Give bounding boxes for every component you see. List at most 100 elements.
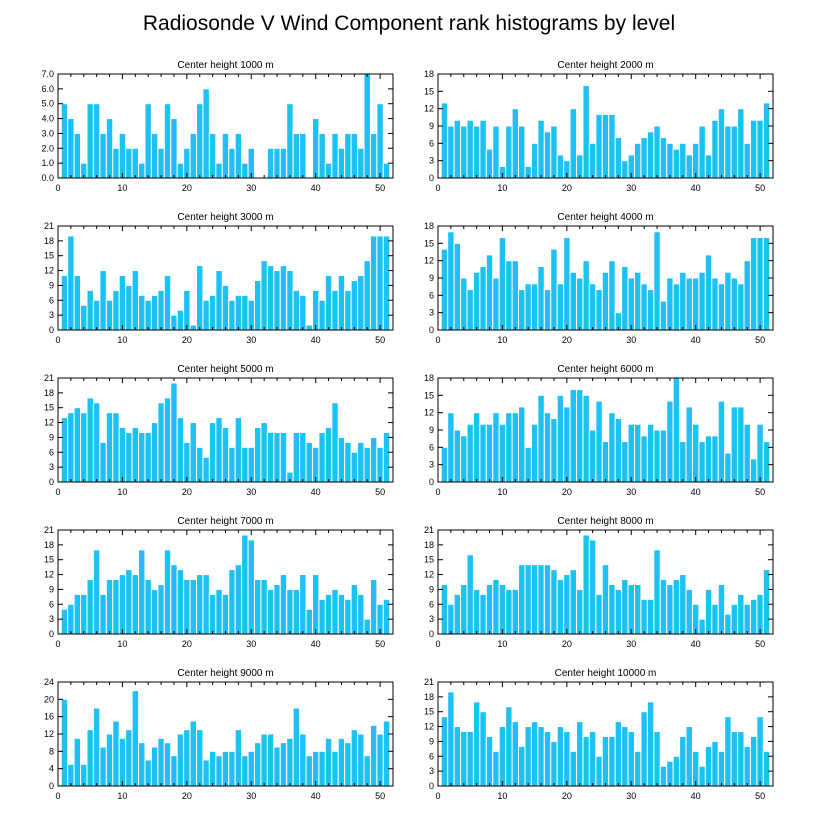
histogram-bar	[569, 389, 578, 483]
histogram-bar	[511, 412, 520, 483]
histogram-bar	[743, 260, 751, 331]
histogram-bar	[305, 608, 313, 635]
histogram-bar	[138, 294, 146, 331]
x-tick-label: 40	[691, 487, 701, 497]
histogram-bar	[112, 412, 120, 483]
histogram-bar	[550, 569, 558, 635]
histogram-bar	[266, 147, 275, 179]
y-tick-label: 9	[429, 736, 434, 746]
histogram-bar	[498, 423, 507, 483]
y-tick-label: 6	[429, 599, 434, 609]
histogram-bar	[472, 125, 481, 179]
histogram-bar	[582, 260, 590, 331]
panel-6: Center height 6000 m 0 10 20 30 40 50 0 3 6 9 12 15 1…	[424, 364, 774, 497]
x-tick-label: 10	[497, 791, 507, 801]
histogram-bar	[447, 125, 455, 179]
y-tick-label: 21	[44, 221, 54, 231]
histogram-bar	[595, 113, 603, 179]
x-tick-label: 0	[55, 791, 60, 801]
histogram-bar	[183, 729, 191, 787]
histogram-bar	[215, 588, 223, 635]
y-tick-label: 0	[49, 477, 54, 487]
histogram-bar	[679, 271, 687, 331]
histogram-bar	[170, 382, 178, 483]
histogram-bar	[125, 147, 133, 179]
histogram-bar	[595, 593, 603, 635]
histogram-bar	[460, 277, 468, 331]
x-tick-label: 40	[311, 487, 321, 497]
histogram-bar	[189, 579, 198, 635]
histogram-bar	[537, 726, 545, 787]
y-tick-label: 9	[49, 280, 54, 290]
histogram-bar	[144, 759, 152, 787]
histogram-bar	[86, 579, 94, 635]
x-tick-label: 10	[497, 487, 507, 497]
histogram-bar	[144, 103, 152, 179]
histogram-bar	[621, 265, 629, 331]
histogram-bar	[196, 446, 204, 483]
histogram-bar	[260, 422, 268, 483]
histogram-bar	[376, 446, 384, 483]
histogram-bar	[569, 108, 578, 179]
histogram-bar	[215, 417, 223, 483]
histogram-bar	[202, 574, 210, 635]
y-tick-label: 18	[424, 692, 434, 702]
histogram-bar	[221, 132, 230, 179]
histogram-bar	[363, 73, 371, 179]
histogram-bar	[344, 132, 352, 179]
panel-title: Center height 2000 m	[557, 60, 653, 71]
histogram-bar	[646, 598, 655, 635]
histogram-bar	[679, 142, 687, 179]
histogram-bar	[331, 402, 339, 483]
histogram-bar	[253, 742, 262, 787]
histogram-bar	[453, 593, 462, 635]
panel-title: Center height 4000 m	[557, 212, 653, 223]
x-tick-label: 30	[626, 335, 636, 345]
x-tick-label: 0	[435, 791, 440, 801]
histogram-bar	[170, 118, 178, 179]
y-tick-label: 12	[424, 408, 434, 418]
histogram-bar	[92, 402, 101, 483]
y-tick-label: 18	[44, 236, 54, 246]
histogram-bar	[299, 294, 307, 331]
histogram-bar	[492, 750, 500, 787]
histogram-bar	[150, 294, 159, 331]
histogram-bar	[260, 260, 268, 331]
y-tick-label: 3	[49, 462, 54, 472]
histogram-bar	[260, 579, 268, 635]
histogram-bar	[299, 431, 307, 483]
panel-title: Center height 6000 m	[557, 364, 653, 375]
histogram-bar	[717, 400, 726, 483]
histogram-bar	[492, 277, 500, 331]
histogram-bar	[472, 701, 481, 787]
histogram-bar	[672, 283, 681, 331]
histogram-bar	[157, 402, 165, 483]
histogram-bar	[479, 423, 487, 483]
histogram-bar	[344, 289, 352, 331]
x-tick-label: 50	[755, 335, 765, 345]
y-tick-label: 21	[44, 525, 54, 535]
histogram-bar	[92, 103, 101, 179]
histogram-bar	[260, 733, 268, 787]
y-tick-label: 8	[49, 746, 54, 756]
histogram-bar	[266, 265, 275, 331]
histogram-bar	[273, 431, 281, 483]
y-tick-label: 9	[429, 121, 434, 131]
y-tick-label: 6	[49, 295, 54, 305]
x-tick-label: 0	[435, 335, 440, 345]
histogram-bar	[608, 260, 616, 331]
x-tick-label: 10	[117, 487, 127, 497]
x-tick-label: 0	[55, 335, 60, 345]
panel-8: Center height 8000 m 0 10 20 30 40 50 0 3 6 9 12 15 1…	[424, 516, 774, 649]
histogram-bar	[704, 745, 713, 787]
y-tick-label: 21	[424, 525, 434, 535]
histogram-bar	[67, 235, 75, 331]
histogram-bar	[324, 593, 333, 635]
histogram-bar	[614, 137, 623, 179]
y-tick-label: 18	[44, 540, 54, 550]
x-tick-label: 10	[497, 335, 507, 345]
histogram-bar	[279, 147, 288, 179]
histogram-bar	[266, 733, 275, 787]
y-tick-label: 6	[49, 599, 54, 609]
histogram-bar	[150, 132, 159, 179]
